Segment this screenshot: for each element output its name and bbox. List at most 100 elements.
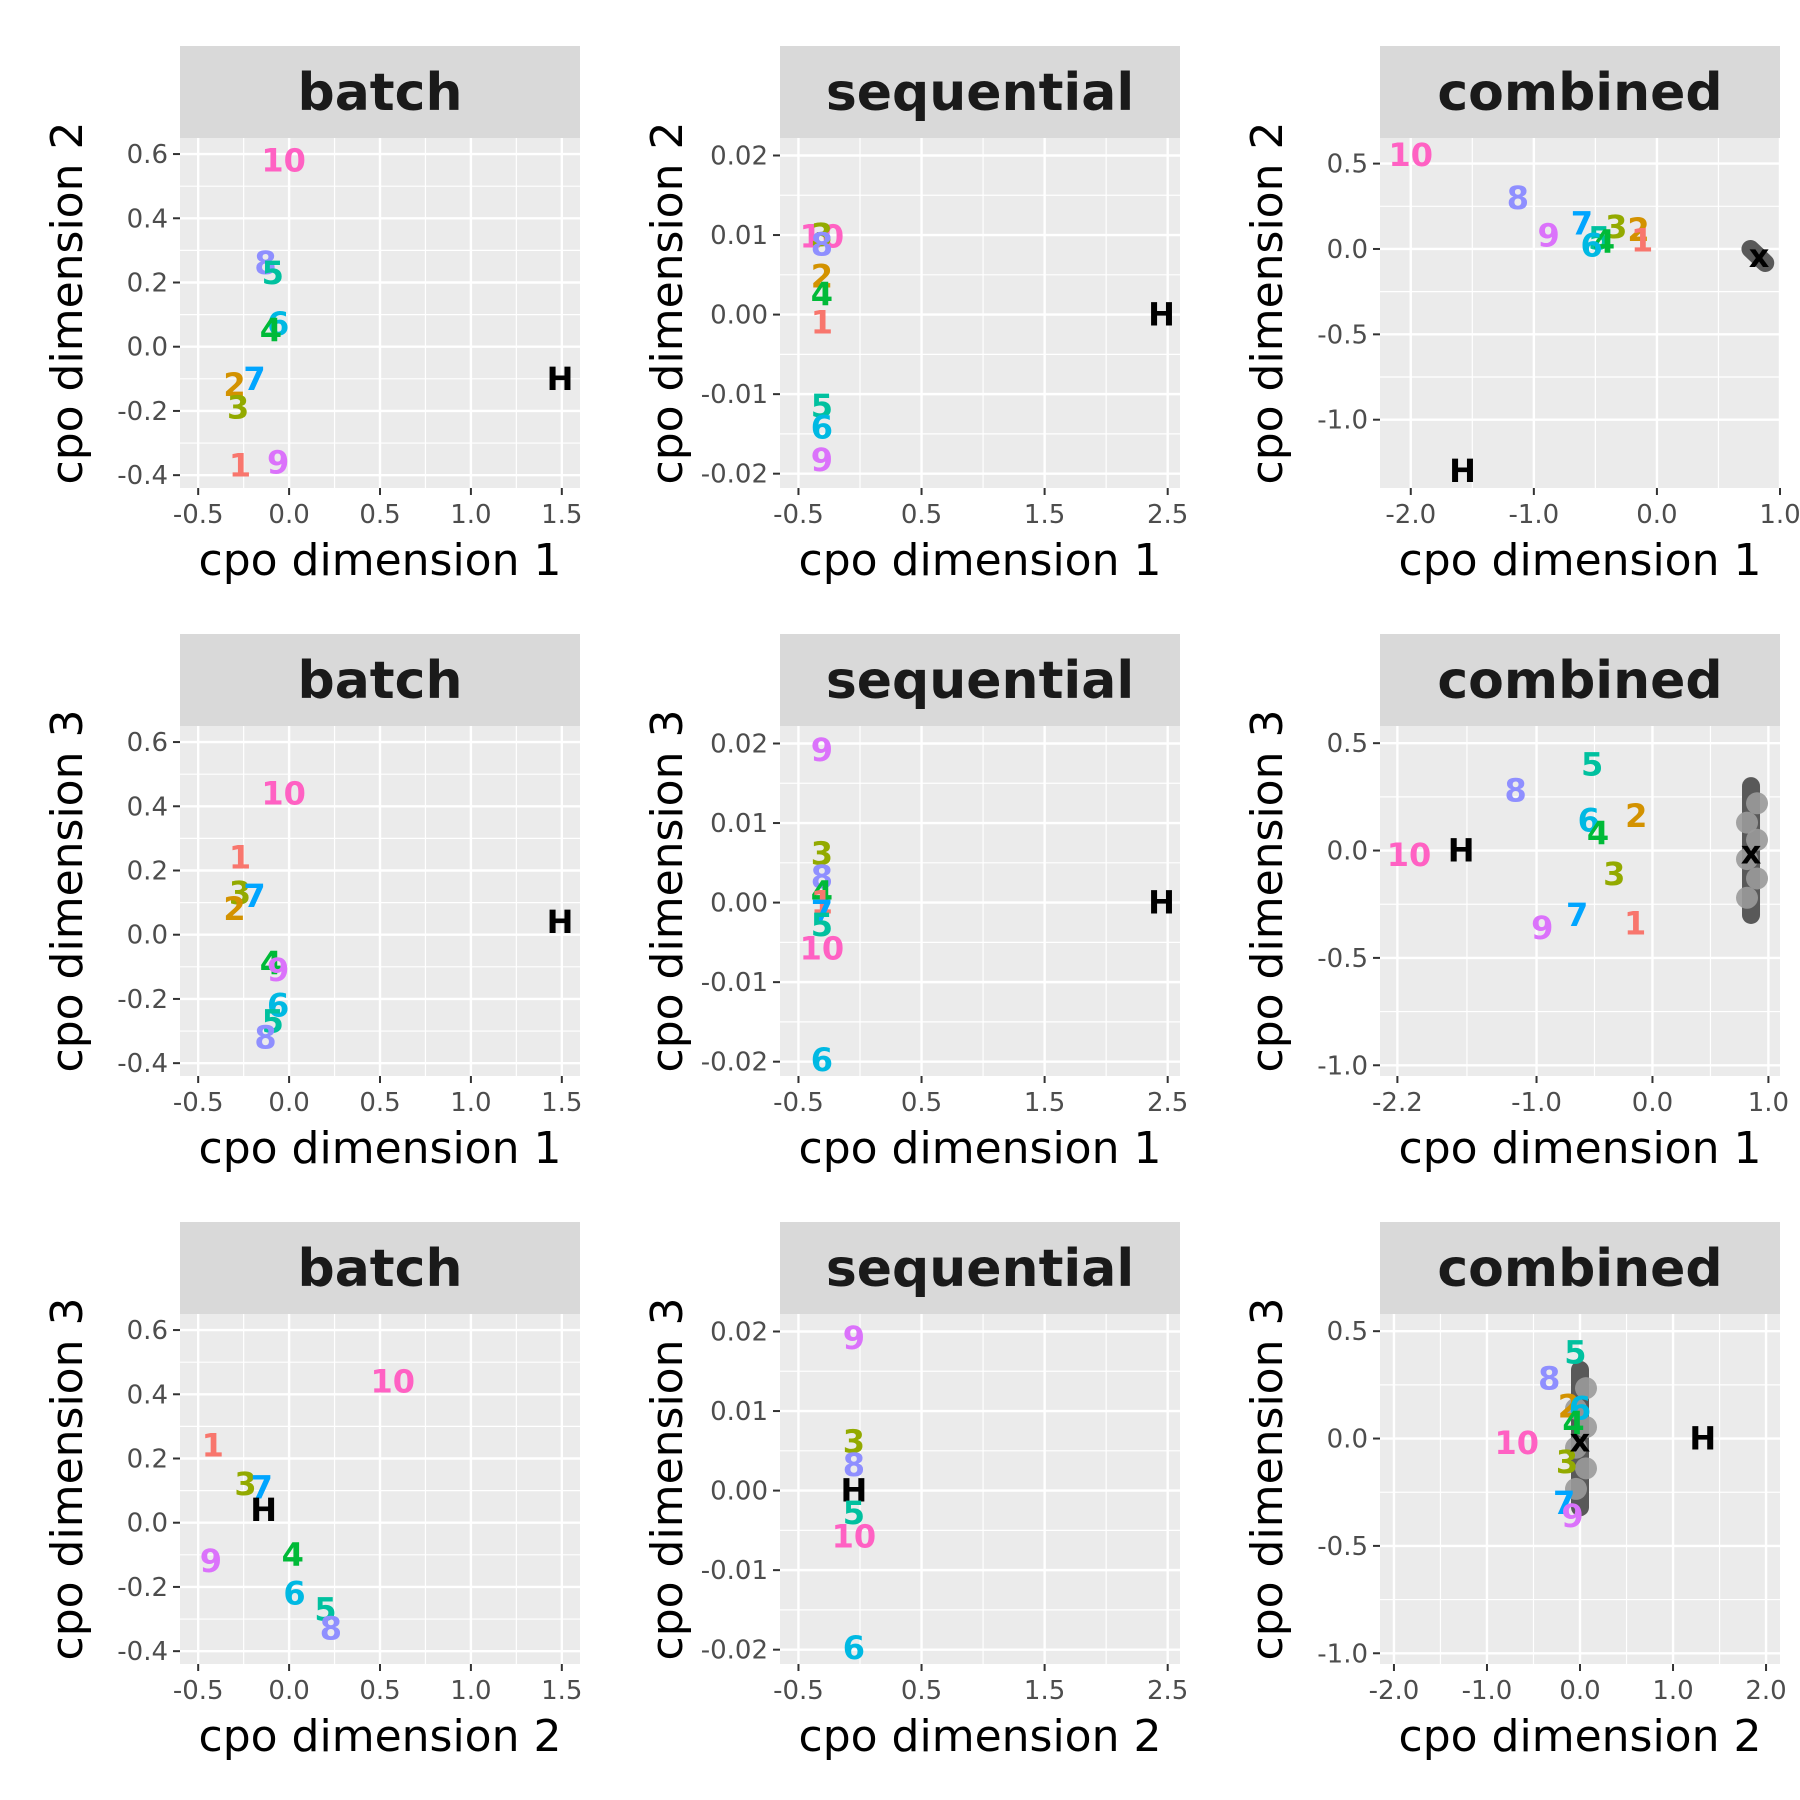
point-label-3: 3 [811,834,833,872]
point-label-1: 1 [229,447,251,485]
x-tick-label: -0.5 [173,1088,224,1118]
point-label-4: 4 [811,276,833,314]
point-label-5: 5 [262,254,284,292]
point-label-9: 9 [1537,216,1559,254]
sample-point [1575,1457,1597,1480]
point-label-8: 8 [811,226,833,264]
y-tick-label: -0.5 [1317,320,1368,350]
point-label-9: 9 [811,731,833,769]
x-tick-label: 1.0 [450,500,491,530]
y-tick-label: -0.01 [701,380,768,410]
sample-point [1565,1477,1587,1500]
point-label-3: 3 [1556,1443,1578,1481]
panel-combined-d1-d3: combined-2.2 -1.0 0.0 1.0-1.0-0.50.00.5cpo … [1242,634,1789,1174]
x-axis-title: cpo dimension 2 [1399,1711,1762,1762]
x-tick-label: 1.0 [1759,500,1800,530]
point-label-9: 9 [843,1319,865,1357]
x-axis-title: cpo dimension 1 [799,1123,1162,1174]
x-tick-label: 1.5 [541,1676,582,1706]
facet-title: batch [297,1239,462,1299]
point-label-8: 8 [254,1018,276,1056]
point-label-H: H [1148,884,1175,922]
x-tick-label: 0.0 [268,500,309,530]
sample-point [1565,1397,1587,1420]
point-label-6: 6 [1581,227,1603,265]
point-label-H: H [1448,832,1475,870]
point-label-5: 5 [262,1002,284,1040]
point-label-1: 1 [1624,905,1646,943]
y-tick-label: -0.2 [117,397,168,427]
y-tick-label: 0.5 [1327,729,1368,759]
facet-title: sequential [826,63,1134,123]
point-label-H: H [1449,452,1476,490]
point-label-5: 5 [314,1590,336,1628]
panel-combined-d1-d2: combined -2.0 -1.0 0.0 1.0 -1.0 -0.5 0.0 0.5 cpo … [1242,46,1800,586]
y-tick-label: 0.01 [710,221,768,251]
facet-strip [780,634,1180,726]
point-label-H: H [840,1472,867,1510]
facet-title: sequential [826,651,1134,711]
y-tick-label: 0.00 [710,889,768,919]
x-tick-label: -0.5 [773,500,824,530]
point-label-6: 6 [811,1041,833,1079]
point-label-9: 9 [200,1542,222,1580]
y-tick-label: 0.02 [710,730,768,760]
sample-point [1746,867,1769,890]
x-tick-label: -0.5 [173,1676,224,1706]
x-tick-label: 0.0 [1559,1676,1600,1706]
point-label-2: 2 [811,257,833,295]
panel-combined-d2-d3: combined-2.0 -1.0 0.0 1.0 2.0-1.0-0.50.00.5c… [1242,1222,1787,1762]
x-tick-label: 0.5 [901,1088,942,1118]
x-tick-label: 2.5 [1147,1088,1188,1118]
point-label-6: 6 [1578,801,1600,839]
point-label-H: H [1148,296,1175,334]
facet-strip [1380,634,1780,726]
y-tick-label: 0.6 [127,1316,168,1346]
x-tick-label: 0.5 [359,500,400,530]
y-axis-title: cpo dimension 2 [1242,122,1293,485]
x-tick-label: 0.5 [901,500,942,530]
point-label-4: 4 [282,1536,304,1574]
panel-sequential-d1-d2: sequential -0.5 0.5 1.5 2.5 -0.02 -0.01 0.00 0.0… [642,46,1188,586]
sample-point [1746,792,1769,815]
point-label-8: 8 [1507,179,1529,217]
plot-background [1380,138,1780,488]
x-tick-label: 1.5 [541,1088,582,1118]
point-label-1: 1 [811,304,833,342]
y-tick-label: -0.01 [701,968,768,998]
y-tick-label: 0.6 [127,140,168,170]
point-label-5: 5 [811,906,833,944]
point-label-7: 7 [811,893,833,931]
y-tick-label: -0.2 [117,985,168,1015]
facet-title: combined [1437,1239,1722,1299]
x-tick-label: 2.5 [1147,1676,1188,1706]
point-label-6: 6 [843,1629,865,1667]
y-axis-title: cpo dimension 3 [42,710,93,1073]
point-label-7: 7 [243,360,265,398]
point-label-7: 7 [251,1468,273,1506]
facet-title: batch [297,63,462,123]
point-label-5: 5 [843,1494,865,1532]
x-tick-label: 2.0 [1745,1676,1786,1706]
x-tick-label: 0.0 [1632,1088,1673,1118]
y-tick-label: 0.2 [127,268,168,298]
point-label-10: 10 [261,774,306,812]
x-tick-label: 1.0 [1652,1676,1693,1706]
point-label-H: H [547,360,574,398]
facet-strip [1380,46,1780,138]
point-label-5: 5 [811,387,833,425]
y-tick-label: 0.0 [1327,1425,1368,1455]
x-tick-label: -0.5 [773,1088,824,1118]
facet-strip [780,46,1180,138]
point-label-1: 1 [229,839,251,877]
x-tick-label: -0.5 [173,500,224,530]
y-tick-label: 0.0 [127,1509,168,1539]
facet-title: combined [1437,651,1722,711]
point-label-8: 8 [843,1446,865,1484]
x-tick-label: 1.5 [1024,1676,1065,1706]
y-tick-label: 0.02 [710,142,768,172]
y-tick-label: 0.01 [710,1397,768,1427]
